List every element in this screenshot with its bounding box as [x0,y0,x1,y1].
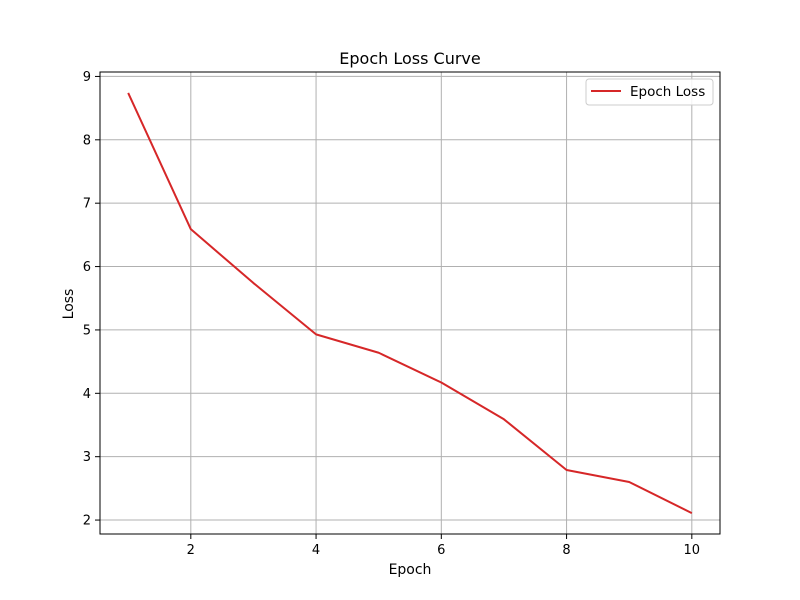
y-tick-label-5: 5 [83,323,91,338]
y-tick-label-6: 6 [83,260,91,275]
legend: Epoch Loss [585,78,714,106]
legend-box [585,78,714,106]
plot-area [127,92,693,514]
y-axis-label: Loss [61,289,77,320]
x-axis-label: Epoch [389,562,432,578]
x-tick-label-8: 8 [562,543,570,558]
series-line-0 [127,92,693,514]
y-tick-label-2: 2 [83,514,91,529]
y-tick-label-9: 9 [83,70,91,85]
y-tick-label-4: 4 [83,387,91,402]
legend-label-epoch-loss: Epoch Loss [630,84,705,100]
y-tick-label-8: 8 [83,133,91,148]
x-tick-label-4: 4 [312,543,320,558]
axes: 2 4 6 8 10 2 3 4 5 6 7 8 9 [83,70,721,558]
chart-title: Epoch Loss Curve [339,49,480,68]
y-tick-label-3: 3 [83,450,91,465]
x-tick-label-6: 6 [437,543,445,558]
y-tick-label-7: 7 [83,197,91,212]
x-tick-label-10: 10 [684,543,701,558]
axes-frame [99,71,721,535]
grid-lines [100,72,720,534]
x-tick-label-2: 2 [187,543,195,558]
